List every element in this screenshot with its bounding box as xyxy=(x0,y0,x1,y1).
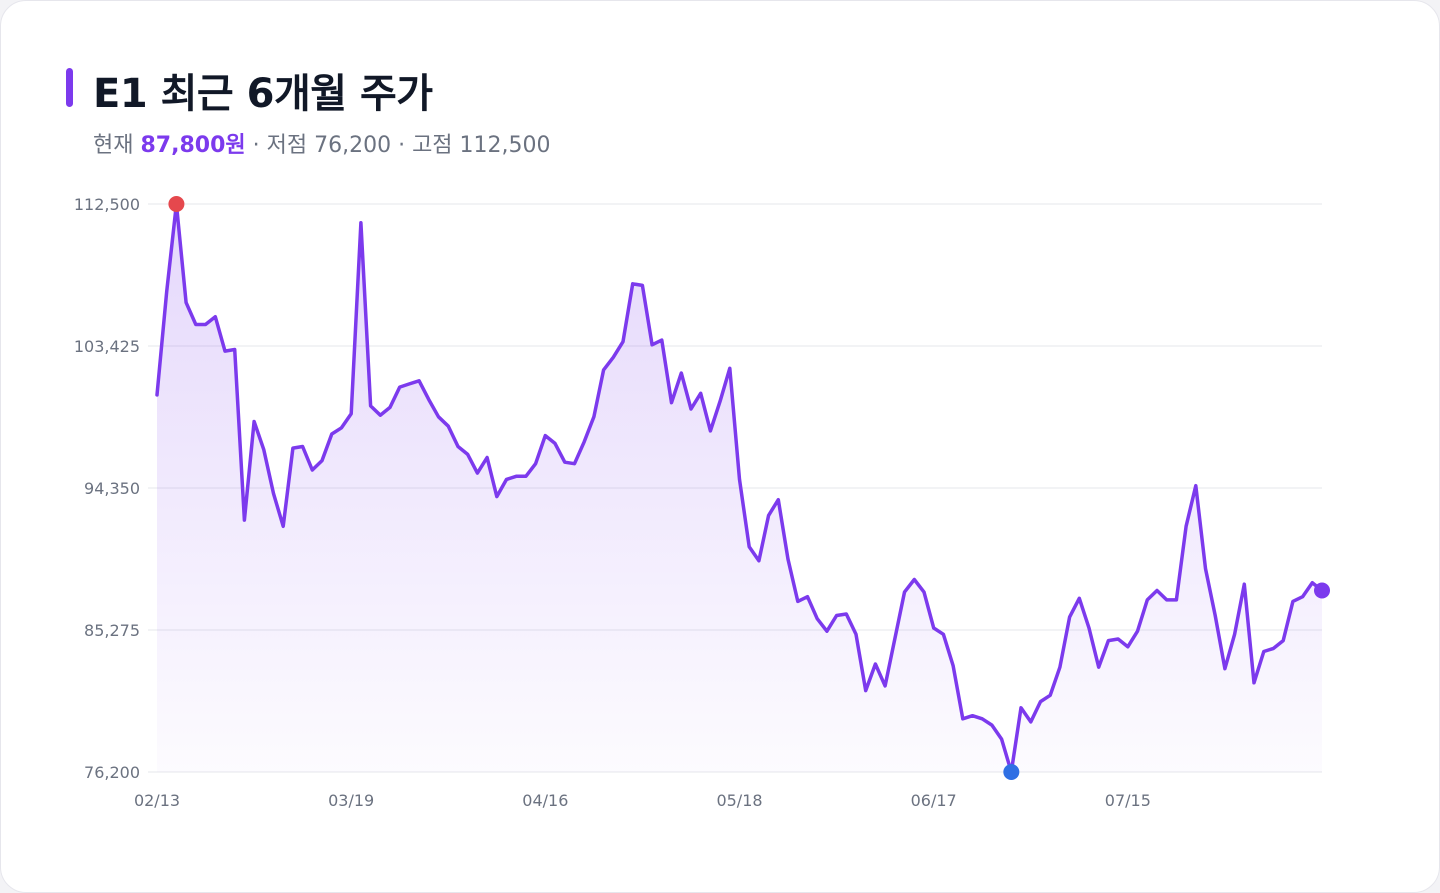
x-tick-label: 03/19 xyxy=(328,791,374,810)
x-tick-label: 04/16 xyxy=(522,791,568,810)
low-point-marker xyxy=(1003,764,1020,780)
high-point-marker xyxy=(168,196,185,212)
current-price: 87,800원 xyxy=(140,133,246,158)
high-price: · 고점 112,500 xyxy=(398,133,551,158)
low-price: · 저점 76,200 xyxy=(252,133,392,158)
price-line xyxy=(155,202,1324,774)
x-tick-label: 02/13 xyxy=(134,791,180,810)
y-tick-label: 94,350 xyxy=(84,479,140,498)
last-point-marker xyxy=(1314,582,1330,599)
x-axis-ticks: 02/13 03/19 04/16 05/18 06/17 07/15 xyxy=(134,791,1151,810)
y-tick-label: 112,500 xyxy=(74,195,140,214)
title-accent-bar xyxy=(66,68,73,107)
x-tick-label: 05/18 xyxy=(716,791,762,810)
y-tick-label: 85,275 xyxy=(84,621,140,640)
price-summary: 현재 87,800원 · 저점 76,200 · 고점 112,500 xyxy=(93,127,551,159)
chart-title: E1 최근 6개월 주가 xyxy=(93,71,433,117)
y-axis-ticks: 76,200 85,275 94,350 103,425 112,500 xyxy=(74,195,140,782)
x-tick-label: 07/15 xyxy=(1105,791,1151,810)
y-tick-label: 76,200 xyxy=(84,763,140,782)
x-tick-label: 06/17 xyxy=(911,791,957,810)
y-tick-label: 103,425 xyxy=(74,337,140,356)
current-label: 현재 xyxy=(93,133,134,158)
